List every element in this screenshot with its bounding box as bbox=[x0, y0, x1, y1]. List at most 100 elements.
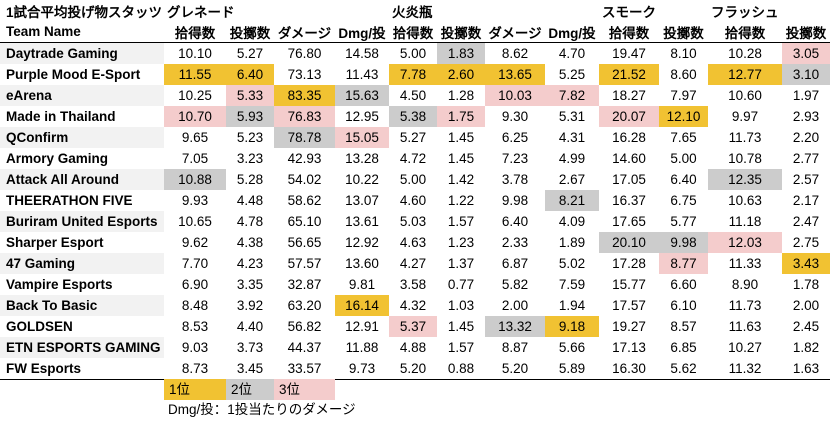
stat-cell: 0.88 bbox=[447, 361, 475, 376]
table-row: Attack All Around 10.88 5.28 54.02 10.22 5.00… bbox=[0, 169, 830, 190]
legend-rank1: 1位 bbox=[164, 379, 226, 400]
stat-cell: 2.17 bbox=[792, 193, 820, 208]
stat-cell: 6.40 bbox=[670, 172, 697, 187]
stat-cell: 1.45 bbox=[447, 319, 475, 334]
table-row: Made in Thailand 10.70 5.93 76.83 12.95 5.38 1… bbox=[0, 106, 830, 127]
stat-cell: 6.25 bbox=[501, 130, 529, 145]
stat-cell: 11.18 bbox=[728, 214, 762, 229]
stat-cell: 4.78 bbox=[236, 214, 264, 229]
stat-cell: 4.23 bbox=[236, 256, 264, 271]
stat-cell: 32.87 bbox=[287, 277, 322, 292]
stat-cell: 57.57 bbox=[287, 256, 322, 271]
stat-cell: 5.03 bbox=[399, 214, 427, 229]
stat-cell: 42.93 bbox=[287, 151, 322, 166]
stat-cell: 2.33 bbox=[501, 235, 529, 250]
stat-cell: 5.20 bbox=[399, 361, 427, 376]
group-molotov: 火炎瓶 bbox=[392, 4, 433, 20]
stat-cell: 5.23 bbox=[236, 130, 264, 145]
table-row: 47 Gaming 7.70 4.23 57.57 13.60 4.27 1.37 6.87 5… bbox=[0, 253, 830, 274]
stats-table: 1試合平均投げ物スタッツ グレネード 火炎瓶 スモーク フラッシュ Team N… bbox=[0, 0, 830, 380]
stat-cell: 6.87 bbox=[501, 256, 529, 271]
stat-cell: 6.60 bbox=[670, 277, 697, 292]
stat-cell: 9.30 bbox=[501, 109, 529, 124]
stat-cell: 4.38 bbox=[236, 235, 264, 250]
stat-cell: 1.03 bbox=[447, 298, 475, 313]
stat-cell: 10.10 bbox=[178, 46, 212, 61]
stat-cell: 4.63 bbox=[399, 235, 427, 250]
stat-cell: 8.73 bbox=[181, 361, 209, 376]
stat-cell: 3.73 bbox=[236, 340, 264, 355]
table-row: Daytrade Gaming 10.10 5.27 76.80 14.58 5.00 1.… bbox=[0, 42, 830, 64]
stat-cell: 21.52 bbox=[599, 64, 659, 85]
stat-cell: 4.32 bbox=[399, 298, 427, 313]
team-name: Purple Mood E-Sport bbox=[6, 67, 141, 82]
column-header: 拾得数 bbox=[608, 25, 650, 41]
stat-cell: 7.82 bbox=[545, 85, 599, 106]
table-body: Daytrade Gaming 10.10 5.27 76.80 14.58 5.00 1.… bbox=[0, 42, 830, 380]
stat-cell: 7.78 bbox=[389, 64, 437, 85]
stat-cell: 4.31 bbox=[558, 130, 586, 145]
stat-cell: 11.33 bbox=[728, 256, 762, 271]
stat-cell: 4.70 bbox=[558, 46, 586, 61]
stat-cell: 9.73 bbox=[348, 361, 376, 376]
stat-cell: 3.92 bbox=[236, 298, 264, 313]
stat-cell: 83.35 bbox=[274, 85, 335, 106]
stat-cell: 8.60 bbox=[670, 67, 697, 82]
stat-cell: 5.00 bbox=[399, 172, 427, 187]
rank-legend: 1位 2位 3位 bbox=[164, 379, 335, 400]
stat-cell: 15.63 bbox=[335, 85, 389, 106]
stat-cell: 20.10 bbox=[599, 232, 659, 253]
group-flash: フラッシュ bbox=[711, 4, 779, 20]
table-row: Sharper Esport 9.62 4.38 56.65 12.92 4.63 1.23… bbox=[0, 232, 830, 253]
stat-cell: 2.67 bbox=[558, 172, 586, 187]
group-header-row: 1試合平均投げ物スタッツ グレネード 火炎瓶 スモーク フラッシュ bbox=[0, 0, 830, 21]
stat-cell: 1.37 bbox=[447, 256, 475, 271]
stat-cell: 6.40 bbox=[501, 214, 529, 229]
stat-cell: 17.65 bbox=[612, 214, 646, 229]
stat-cell: 7.65 bbox=[670, 130, 697, 145]
stat-cell: 4.27 bbox=[399, 256, 427, 271]
stat-cell: 5.27 bbox=[399, 130, 427, 145]
stat-cell: 19.47 bbox=[612, 46, 646, 61]
stat-cell: 1.83 bbox=[437, 42, 485, 64]
stat-cell: 4.60 bbox=[399, 193, 427, 208]
stat-cell: 3.45 bbox=[236, 361, 264, 376]
stat-cell: 44.37 bbox=[287, 340, 322, 355]
column-header: 投擲数 bbox=[663, 25, 704, 41]
stat-cell: 1.28 bbox=[447, 88, 475, 103]
stat-cell: 12.35 bbox=[708, 169, 782, 190]
stat-cell: 5.00 bbox=[670, 151, 697, 166]
stat-cell: 6.90 bbox=[181, 277, 209, 292]
stat-cell: 12.03 bbox=[708, 232, 782, 253]
stat-cell: 76.80 bbox=[287, 46, 322, 61]
stat-cell: 10.28 bbox=[728, 46, 762, 61]
stat-cell: 4.09 bbox=[558, 214, 586, 229]
stat-cell: 1.78 bbox=[792, 277, 820, 292]
stat-cell: 12.10 bbox=[659, 106, 708, 127]
column-header: 拾得数 bbox=[724, 25, 766, 41]
stat-cell: 8.90 bbox=[731, 277, 759, 292]
stat-cell: 13.28 bbox=[345, 151, 379, 166]
stat-cell: 3.43 bbox=[782, 253, 830, 274]
column-header: 投擲数 bbox=[785, 25, 827, 41]
stat-cell: 12.92 bbox=[345, 235, 379, 250]
stat-cell: 12.95 bbox=[345, 109, 379, 124]
team-name-header: Team Name bbox=[6, 24, 81, 39]
column-header: 拾得数 bbox=[174, 25, 216, 41]
legend-rank2: 2位 bbox=[226, 379, 274, 400]
table-row: QConfirm 9.65 5.23 78.78 15.05 5.27 1.45 6.25 4.… bbox=[0, 127, 830, 148]
stat-cell: 11.63 bbox=[728, 319, 762, 334]
stat-cell: 7.59 bbox=[558, 277, 586, 292]
group-grenade: グレネード bbox=[167, 4, 235, 20]
stat-cell: 17.57 bbox=[612, 298, 646, 313]
stat-cell: 15.05 bbox=[335, 127, 389, 148]
stat-cell: 9.93 bbox=[181, 193, 209, 208]
stat-cell: 2.93 bbox=[792, 109, 820, 124]
table-row: Buriram United Esports 10.65 4.78 65.10 13.6… bbox=[0, 211, 830, 232]
stat-cell: 5.28 bbox=[236, 172, 264, 187]
stat-cell: 2.77 bbox=[792, 151, 820, 166]
stat-cell: 17.13 bbox=[612, 340, 646, 355]
table-row: GOLDSEN 8.53 4.40 56.82 12.91 5.37 1.45 13.32 9.… bbox=[0, 316, 830, 337]
stat-cell: 2.75 bbox=[792, 235, 820, 250]
stat-cell: 5.27 bbox=[236, 46, 264, 61]
